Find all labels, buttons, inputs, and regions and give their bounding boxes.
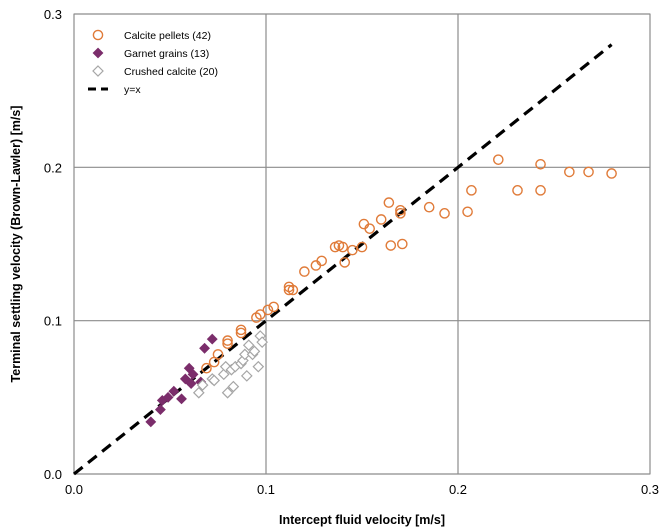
legend-label: Calcite pellets (42) <box>124 30 211 42</box>
legend-swatch <box>92 65 104 77</box>
reference-line-y-equals-x <box>73 43 613 476</box>
data-point <box>208 374 221 387</box>
series-1 <box>145 333 218 428</box>
y-tick-label: 0.2 <box>44 160 62 175</box>
data-point <box>227 380 240 393</box>
data-point <box>512 185 523 196</box>
data-point <box>187 368 199 380</box>
legend-label: Crushed calcite (20) <box>124 66 218 78</box>
data-point <box>287 284 299 296</box>
legend-label: y=x <box>124 84 141 96</box>
x-tick-label: 0.2 <box>449 482 467 497</box>
series-0 <box>201 154 617 374</box>
data-point <box>145 416 157 428</box>
data-point <box>240 370 253 382</box>
data-point <box>564 166 575 178</box>
data-point <box>154 404 166 416</box>
legend-item: Garnet grains (13) <box>92 47 209 60</box>
legend-swatch <box>92 29 104 41</box>
data-point <box>535 185 546 196</box>
data-point <box>316 255 327 267</box>
y-tick-label: 0.1 <box>44 314 62 329</box>
data-point <box>439 208 450 219</box>
data-point <box>337 241 349 253</box>
data-point <box>535 158 546 170</box>
legend-item: Crushed calcite (20) <box>92 65 218 78</box>
data-point <box>299 266 310 277</box>
data-point <box>395 204 406 216</box>
data-point <box>583 166 594 178</box>
data-point <box>168 385 180 397</box>
data-point <box>606 168 617 179</box>
data-point <box>493 154 504 165</box>
data-point <box>196 379 209 391</box>
data-point <box>383 197 395 208</box>
y-tick-label: 0.3 <box>44 7 62 22</box>
legend-item: y=x <box>88 84 141 96</box>
data-point <box>256 336 269 348</box>
data-point <box>339 257 351 268</box>
data-point <box>235 324 247 336</box>
data-point <box>176 393 187 405</box>
data-points <box>145 154 617 428</box>
reference-line-layer <box>73 43 613 476</box>
data-point <box>192 386 205 399</box>
legend-swatch <box>92 47 104 59</box>
data-point <box>222 338 233 349</box>
data-point <box>466 185 477 196</box>
data-point <box>423 201 435 213</box>
data-point <box>235 327 247 339</box>
legend-label: Garnet grains (13) <box>124 48 209 60</box>
data-point <box>364 223 375 234</box>
x-tick-label: 0.3 <box>641 482 659 497</box>
legend-item: Calcite pellets (42) <box>92 29 211 42</box>
x-axis-title: Intercept fluid velocity [m/s] <box>279 513 445 527</box>
data-point <box>462 206 473 218</box>
plot-area-frame <box>73 13 651 475</box>
series-2 <box>192 330 269 399</box>
data-point <box>385 240 397 251</box>
data-point <box>242 339 255 352</box>
data-point <box>162 391 174 403</box>
data-point <box>185 378 197 389</box>
data-point <box>212 349 224 360</box>
data-point <box>254 309 266 320</box>
x-tick-label: 0.0 <box>65 482 83 497</box>
data-point <box>375 214 387 225</box>
x-tick-label: 0.1 <box>257 482 275 497</box>
data-point <box>395 208 406 219</box>
y-tick-label: 0.0 <box>44 467 62 482</box>
data-point <box>206 333 218 345</box>
data-point <box>397 238 408 250</box>
data-point <box>248 345 261 358</box>
data-point <box>356 241 368 253</box>
data-point <box>268 301 279 313</box>
legend: Calcite pellets (42) Garnet grains (13) Cr… <box>88 29 218 96</box>
data-point <box>283 284 295 296</box>
data-point <box>222 335 233 346</box>
data-point <box>252 360 265 373</box>
y-axis-title: Terminal settling velocity (Brown-Lawler… <box>9 106 23 383</box>
data-point <box>221 386 234 399</box>
data-point <box>239 348 251 361</box>
data-point <box>199 342 210 354</box>
data-point <box>347 244 358 256</box>
data-point <box>201 362 212 374</box>
data-point <box>262 304 274 316</box>
tick-labels: 0.0 0.1 0.2 0.3 0.0 0.1 0.2 0.3 <box>44 7 659 497</box>
